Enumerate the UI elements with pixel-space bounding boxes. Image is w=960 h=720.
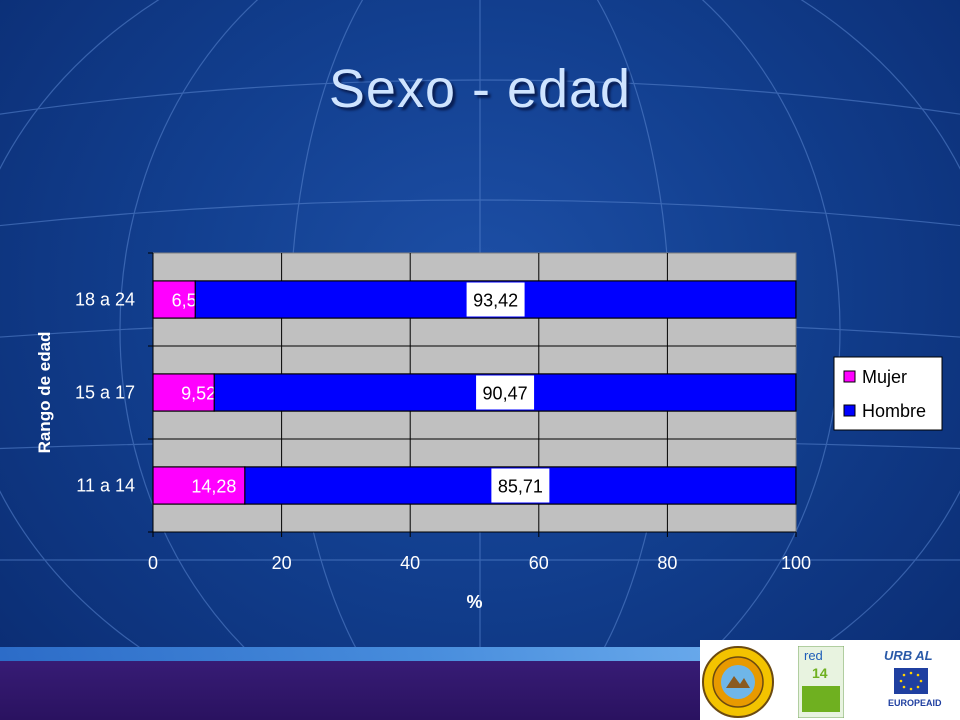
footer-logo-area: red 14 URB AL EUROPEAID [700,640,960,720]
x-tick-label: 40 [400,553,420,573]
legend-swatch-hombre [843,404,856,417]
category-label: 15 a 17 [75,383,135,403]
x-axis-title: % [466,592,482,612]
category-label: 18 a 24 [75,290,135,310]
red-logo-number: 14 [812,665,828,681]
data-label-box [491,468,550,503]
x-tick-label: 20 [272,553,292,573]
data-label: 90,47 [483,384,528,404]
legend-label: Mujer [862,367,907,387]
x-tick-label: 80 [657,553,677,573]
urbal-europeaid-logo: URB AL EUROPEAID [884,648,942,708]
urbal-logo-text: URB AL [884,648,933,663]
x-tick-label: 100 [781,553,811,573]
x-tick-label: 60 [529,553,549,573]
data-label-box [476,375,535,410]
slide-title: Sexo - edad [328,59,632,119]
municipality-seal-logo [702,646,774,718]
y-axis-title: Rango de edad [35,332,54,454]
data-label: 93,42 [473,291,518,311]
legend-box [833,356,943,431]
category-label: 11 a 14 [76,476,135,496]
europeaid-logo-text: EUROPEAID [888,698,942,708]
legend-swatch-mujer [843,370,856,383]
red-14-logo: red 14 [798,646,844,718]
data-label: 9,52 [181,384,216,404]
red-logo-text: red [804,648,823,663]
data-label: 85,71 [498,477,543,497]
footer-band-highlight [0,647,700,661]
data-label: 14,28 [191,477,236,497]
legend-label: Hombre [862,401,926,421]
x-tick-label: 0 [148,553,158,573]
data-label-box [466,282,525,317]
